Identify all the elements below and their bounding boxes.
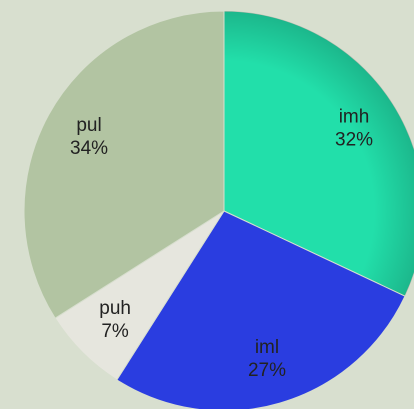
slice-value-label: 27%	[248, 360, 286, 381]
slice-label: pul	[76, 115, 101, 136]
slice-value-label: 32%	[335, 129, 373, 150]
slice-value-label: 7%	[101, 321, 129, 342]
slice-label: iml	[255, 337, 279, 358]
slice-label: puh	[99, 298, 131, 319]
slice-value-label: 34%	[70, 138, 108, 159]
pie-slice	[23, 10, 225, 319]
pie-slice	[116, 210, 406, 409]
slice-label: imh	[339, 106, 370, 127]
